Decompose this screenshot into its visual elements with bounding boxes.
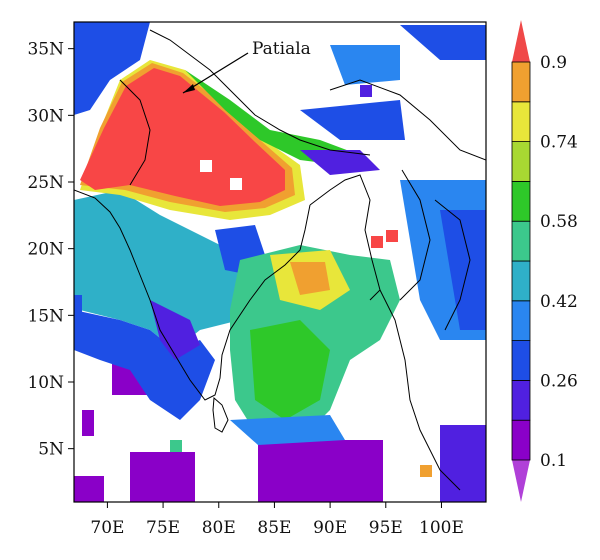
map-plot-area	[74, 22, 486, 502]
colorbar-segment	[511, 300, 531, 341]
field-cell-red	[371, 236, 383, 248]
colorbar-extend-high	[512, 20, 530, 62]
field-bay-orange	[290, 262, 330, 295]
field-south-peninsula-blue	[74, 310, 215, 420]
longitude-axis: 70E 75E 80E 85E 90E 95E 100E	[90, 502, 464, 538]
x-tick-label: 95E	[369, 518, 403, 538]
field-bay-sky	[230, 415, 345, 445]
field-bay-south-violet	[258, 440, 383, 502]
pakistan-border	[119, 79, 151, 186]
y-tick-label: 20N	[27, 240, 64, 260]
y-tick-label: 15N	[27, 306, 64, 326]
colorbar-label: 0.42	[540, 292, 578, 312]
colorbar-label: 0.1	[540, 451, 567, 471]
patiala-annotation: Patiala	[182, 39, 311, 94]
colorbar-extend-low	[512, 460, 530, 502]
field-tibet-sky	[330, 45, 400, 85]
colorbar-segment	[511, 141, 531, 182]
x-tick-label: 80E	[202, 518, 236, 538]
field-tibet-blue	[300, 100, 405, 140]
colorbar-segment	[511, 379, 531, 421]
malay-peninsula-coast	[379, 289, 461, 491]
patiala-arrow-line	[182, 52, 249, 94]
field-bay-green	[250, 320, 330, 420]
y-tick-label: 5N	[38, 440, 64, 460]
colorbar: 0.1 0.26 0.42 0.58 0.74 0.9	[511, 20, 578, 502]
field-cell-red	[386, 230, 398, 242]
tibet-border	[329, 79, 486, 161]
y-tick-label: 25N	[27, 173, 64, 193]
field-north-red	[80, 68, 285, 206]
field-himalaya-green	[185, 70, 360, 165]
colorbar-label: 0.9	[540, 53, 567, 73]
field-himalaya-indigo	[300, 150, 380, 175]
y-tick-label: 30N	[27, 106, 64, 126]
colorbar-segment	[511, 419, 531, 461]
colorbar-segment	[511, 61, 531, 103]
field-cell-violet	[82, 410, 94, 436]
himalaya-border	[149, 29, 371, 156]
field-cell-mint	[170, 440, 182, 452]
field-gap	[230, 178, 242, 190]
field-sumatra-indigo	[440, 425, 486, 502]
field-nw-blue	[74, 22, 150, 115]
colorbar-segment	[511, 260, 531, 302]
myanmar-border	[399, 169, 431, 301]
field-ne-blue	[400, 25, 486, 60]
field-cell-orange	[420, 465, 432, 477]
field-cell-blue	[74, 295, 82, 319]
field-cell-indigo	[360, 85, 372, 97]
latitude-axis: 35N 30N 25N 20N 15N 10N 5N	[27, 40, 74, 460]
colorbar-segment	[511, 220, 531, 262]
field-east-blue	[440, 210, 486, 330]
x-tick-label: 70E	[90, 518, 124, 538]
sri-lanka-outline	[212, 396, 229, 433]
field-gap	[200, 160, 212, 172]
colorbar-segment	[511, 180, 531, 222]
coastline-outlines	[74, 29, 486, 491]
patiala-arrowhead	[183, 84, 195, 93]
x-tick-label: 100E	[419, 518, 464, 538]
field-arabian-south-violet	[130, 452, 195, 502]
colorbar-label: 0.26	[540, 371, 578, 391]
patiala-label: Patiala	[252, 39, 311, 59]
field-peninsula-indigo	[150, 300, 200, 360]
colorbar-label: 0.74	[540, 133, 578, 153]
x-tick-label: 90E	[313, 518, 347, 538]
map-frame	[73, 21, 487, 503]
y-tick-label: 35N	[27, 40, 64, 60]
x-tick-label: 85E	[257, 518, 291, 538]
bay-east-coast	[309, 174, 381, 301]
x-tick-label: 75E	[146, 518, 180, 538]
field-sw-corner-violet	[74, 476, 104, 502]
correlation-field	[74, 22, 486, 502]
india-west-coast	[74, 189, 311, 401]
colorbar-label: 0.58	[540, 212, 578, 232]
colorbar-segment	[511, 340, 531, 381]
colorbar-segment	[511, 101, 531, 143]
thailand-border	[434, 199, 471, 331]
y-tick-label: 10N	[27, 373, 64, 393]
